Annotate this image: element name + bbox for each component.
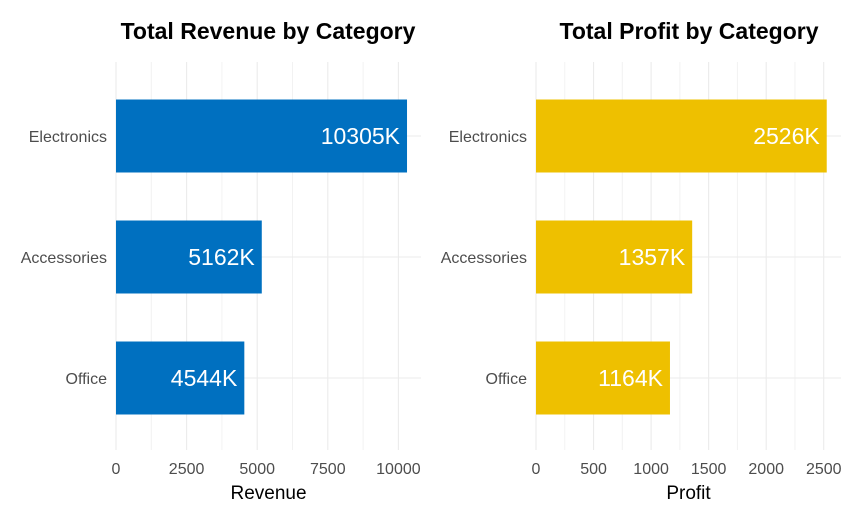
profit-data-label-accessories: 1357K <box>619 244 686 270</box>
profit-chart-title: Total Profit by Category <box>560 18 819 44</box>
revenue-chart-panel: Total Revenue by Category 10305K Electroni… <box>21 18 421 504</box>
revenue-category-label-electronics: Electronics <box>29 129 107 146</box>
profit-category-label-electronics: Electronics <box>449 129 527 146</box>
profit-x-tick-label: 0 <box>532 461 541 478</box>
profit-category-label-accessories: Accessories <box>441 250 527 267</box>
revenue-x-tick-label: 7500 <box>310 461 346 478</box>
revenue-bar-office <box>116 341 245 415</box>
revenue-x-tick-label: 0 <box>112 461 121 478</box>
profit-x-tick-label: 2500 <box>806 461 842 478</box>
revenue-x-tick-label: 10000 <box>376 461 421 478</box>
profit-bar-office <box>536 341 670 415</box>
revenue-category-label-accessories: Accessories <box>21 250 107 267</box>
revenue-bar-accessories <box>116 220 262 294</box>
profit-x-tick-label: 1500 <box>691 461 727 478</box>
profit-bar-electronics <box>536 99 827 173</box>
profit-chart-panel: Total Profit by Category 2526K Electronics… <box>441 18 842 504</box>
profit-x-tick-label: 1000 <box>633 461 669 478</box>
profit-data-label-office: 1164K <box>598 365 663 391</box>
revenue-bar-electronics <box>116 99 408 173</box>
profit-data-label-electronics: 2526K <box>753 123 820 149</box>
profit-x-tick-label: 2000 <box>748 461 784 478</box>
revenue-x-tick-label: 5000 <box>239 461 275 478</box>
profit-bar-accessories <box>536 220 693 294</box>
profit-x-tick-label: 500 <box>580 461 607 478</box>
revenue-data-label-accessories: 5162K <box>188 244 255 270</box>
revenue-chart-title: Total Revenue by Category <box>121 18 416 44</box>
profit-category-label-office: Office <box>486 371 528 388</box>
revenue-data-label-office: 4544K <box>171 365 238 391</box>
revenue-x-axis-title: Revenue <box>230 483 306 504</box>
revenue-x-tick-label: 2500 <box>169 461 205 478</box>
revenue-data-label-electronics: 10305K <box>321 123 401 149</box>
revenue-category-label-office: Office <box>66 371 108 388</box>
profit-x-axis-title: Profit <box>666 483 711 504</box>
